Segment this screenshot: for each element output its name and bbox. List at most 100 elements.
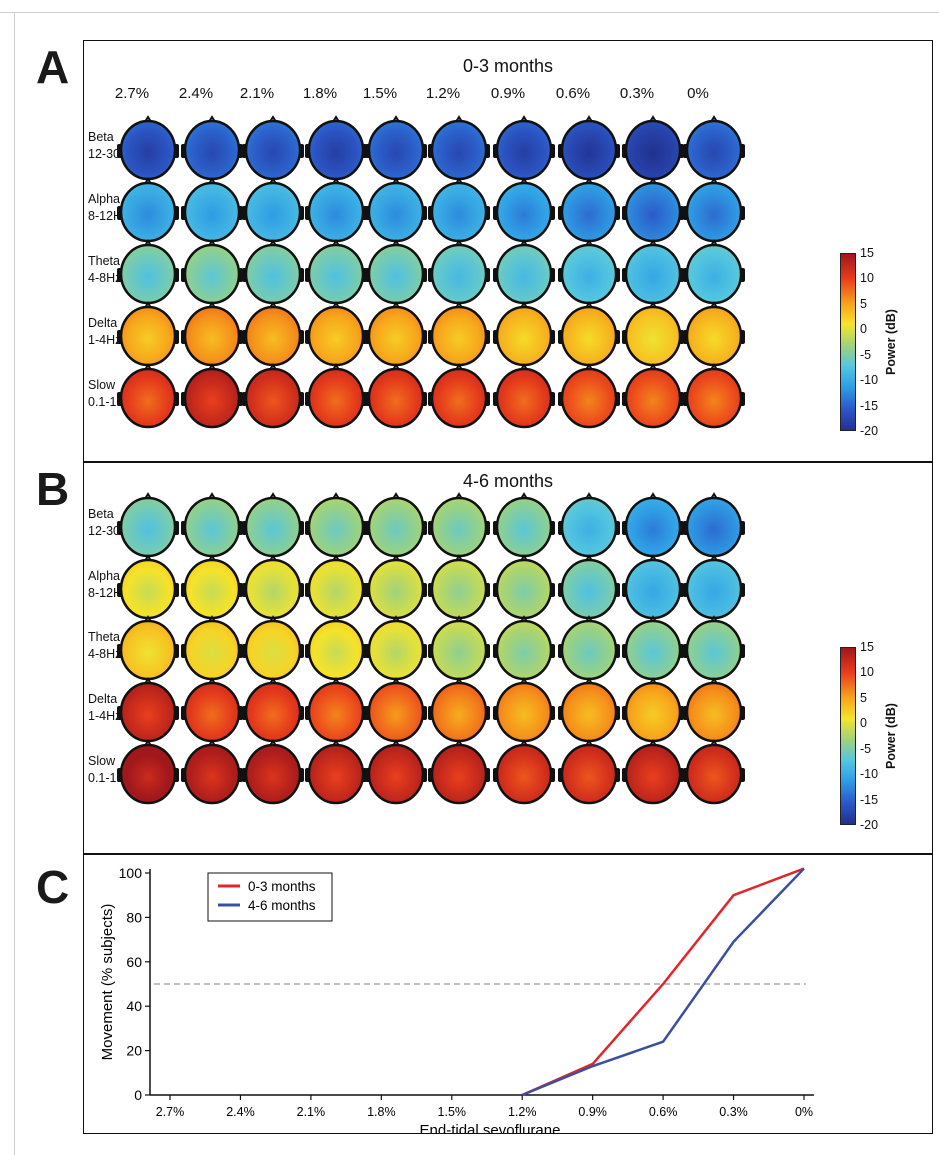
concentration-label: 1.2% [425, 85, 461, 102]
concentration-label: 2.4% [178, 85, 214, 102]
x-axis-label: End-tidal sevoflurane [420, 1122, 561, 1133]
panel-c: 0 20 40 60 80 100 2.7% 2.4% 2.1% 1.8% 1.5% 1.2% 0.9%… [83, 854, 933, 1134]
colorbar-tick: 0 [860, 322, 867, 337]
topomap-head [683, 115, 745, 181]
topomap-head [622, 115, 684, 181]
topomap-head [365, 363, 427, 429]
topomap-head [117, 363, 179, 429]
topomap-head [181, 177, 243, 243]
topomap-head [305, 363, 367, 429]
topomap-head [181, 363, 243, 429]
topomap-head [181, 739, 243, 805]
colorbar-tick: -20 [860, 818, 879, 832]
topomap-head [683, 177, 745, 243]
colorbar-tick: 10 [860, 271, 874, 286]
topomap-head [365, 739, 427, 805]
topomap-head [365, 177, 427, 243]
frame-left-line [14, 12, 15, 1155]
panel-letter-c: C [36, 861, 70, 913]
colorbar-tick: -15 [860, 792, 879, 807]
concentration-label: 0.3% [619, 85, 655, 102]
topomap-head [242, 554, 304, 620]
topomap-head [117, 615, 179, 681]
topomap-head [242, 177, 304, 243]
topomap-head [622, 677, 684, 743]
band-label: Delta 1-4Hz [88, 692, 122, 723]
topomap-head [181, 615, 243, 681]
band-label: Theta 4-8Hz [88, 254, 122, 285]
colorbar-tick: -5 [860, 741, 872, 756]
topomap-head [365, 492, 427, 558]
topomap-head [622, 739, 684, 805]
topomap-grid-b [117, 492, 745, 805]
concentration-label: 1.8% [302, 85, 338, 102]
topomap-head [558, 677, 620, 743]
topomap-head [181, 301, 243, 367]
topomap-head [622, 301, 684, 367]
topomap-head [493, 177, 555, 243]
topomap-head [305, 301, 367, 367]
concentration-label: 2.1% [239, 85, 275, 102]
colorbar-tick: 5 [860, 690, 867, 705]
topomap-head [181, 554, 243, 620]
topomap-head [558, 115, 620, 181]
colorbar-label: Power (dB) [884, 703, 898, 769]
topomap-head [365, 677, 427, 743]
topomap-head [181, 677, 243, 743]
topomap-head [683, 301, 745, 367]
topomap-head [428, 239, 490, 305]
topomap-head [305, 115, 367, 181]
topomap-head [493, 739, 555, 805]
x-tick-label: 0.6% [649, 1105, 678, 1119]
topomap-head [493, 363, 555, 429]
topomap-head [558, 301, 620, 367]
topomap-head [242, 301, 304, 367]
colorbar-tick: 0 [860, 716, 867, 731]
topomap-head [365, 615, 427, 681]
topomap-head [493, 615, 555, 681]
topomap-head [305, 677, 367, 743]
topomap-head [305, 554, 367, 620]
colorbar-tick: 15 [860, 246, 874, 260]
topomap-head [683, 554, 745, 620]
topomap-head [428, 115, 490, 181]
topomap-head [428, 615, 490, 681]
colorbar-label: Power (dB) [884, 309, 898, 375]
topomap-head [558, 554, 620, 620]
topomap-head [428, 677, 490, 743]
topomap-head [242, 363, 304, 429]
colorbar-gradient [840, 647, 856, 825]
topomap-head [622, 554, 684, 620]
topomap-head [493, 239, 555, 305]
colorbar-tick: -15 [860, 398, 879, 413]
topomap-head [428, 554, 490, 620]
y-tick-label: 60 [126, 954, 142, 970]
topomap-head [683, 677, 745, 743]
y-tick-label: 40 [126, 998, 142, 1014]
topomap-head [622, 492, 684, 558]
panel-letter-b: B [36, 463, 70, 515]
topomap-head [558, 363, 620, 429]
series-line-0-3-months [521, 867, 805, 1097]
topomap-head [558, 492, 620, 558]
topomap-head [181, 492, 243, 558]
concentration-label: 0% [687, 85, 709, 102]
topomap-head [242, 115, 304, 181]
legend: 0-3 months 4-6 months [207, 872, 333, 922]
topomap-head [683, 615, 745, 681]
movement-line-chart: 0 20 40 60 80 100 2.7% 2.4% 2.1% 1.8% 1.5% 1.2% 0.9%… [99, 865, 814, 1133]
topomap-head [683, 739, 745, 805]
panel-b-title: 4-6 months [462, 471, 554, 491]
legend-label: 4-6 months [248, 898, 316, 913]
x-tick-label: 2.4% [226, 1105, 255, 1119]
topomap-head [683, 492, 745, 558]
topomap-head [558, 177, 620, 243]
x-tick-label: 0% [795, 1105, 813, 1119]
topomap-head [117, 177, 179, 243]
topomap-head [493, 554, 555, 620]
topomap-head [558, 739, 620, 805]
topomap-head [365, 115, 427, 181]
panel-letter-a: A [36, 41, 70, 93]
panel-b: 4-6 months Beta 12-30Hz Alpha 8-12Hz Theta 4-… [83, 462, 933, 854]
x-tick-label: 1.2% [508, 1105, 537, 1119]
